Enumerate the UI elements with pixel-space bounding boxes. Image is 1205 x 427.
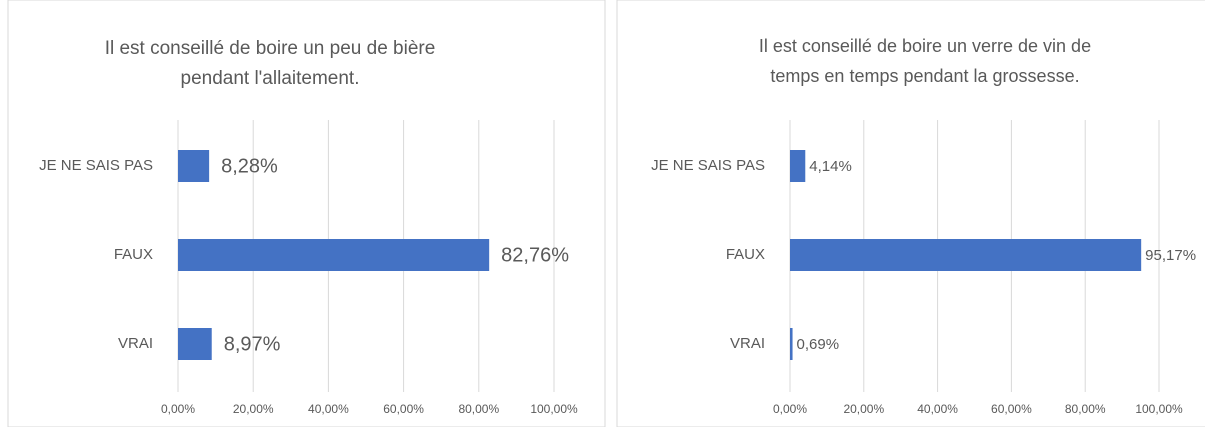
- data-label: 0,69%: [797, 336, 840, 353]
- bar: [790, 328, 793, 360]
- bar: [178, 239, 490, 271]
- y-tick-label: JE NE SAIS PAS: [39, 157, 153, 174]
- x-tick-label: 100,00%: [530, 402, 578, 416]
- y-tick-label: VRAI: [118, 335, 153, 352]
- x-tick-label: 100,00%: [1135, 402, 1183, 416]
- data-label: 95,17%: [1145, 247, 1196, 264]
- data-label: 82,76%: [501, 244, 569, 266]
- x-tick-label: 0,00%: [773, 402, 807, 416]
- y-tick-label: FAUX: [726, 246, 765, 263]
- bar: [178, 150, 210, 182]
- bar: [790, 239, 1142, 271]
- x-tick-label: 40,00%: [308, 402, 349, 416]
- panel: [616, 0, 1205, 427]
- x-tick-label: 0,00%: [161, 402, 195, 416]
- bar: [178, 328, 212, 360]
- panel: [7, 0, 606, 427]
- data-label: 8,97%: [224, 333, 281, 355]
- y-tick-label: JE NE SAIS PAS: [651, 157, 765, 174]
- x-tick-label: 20,00%: [233, 402, 274, 416]
- chart-title: Il est conseillé de boire un peu de bièr…: [105, 38, 436, 59]
- x-tick-label: 20,00%: [843, 402, 884, 416]
- chart-title: pendant l'allaitement.: [181, 68, 360, 89]
- y-tick-label: VRAI: [730, 335, 765, 352]
- bar: [790, 150, 806, 182]
- x-tick-label: 80,00%: [1065, 402, 1106, 416]
- x-tick-label: 60,00%: [991, 402, 1032, 416]
- x-tick-label: 60,00%: [383, 402, 424, 416]
- data-label: 4,14%: [809, 158, 852, 175]
- chart-title: temps en temps pendant la grossesse.: [770, 66, 1079, 86]
- chart-title: Il est conseillé de boire un verre de vi…: [759, 36, 1091, 56]
- y-tick-label: FAUX: [114, 246, 153, 263]
- data-label: 8,28%: [221, 155, 278, 177]
- x-tick-label: 80,00%: [458, 402, 499, 416]
- x-tick-label: 40,00%: [917, 402, 958, 416]
